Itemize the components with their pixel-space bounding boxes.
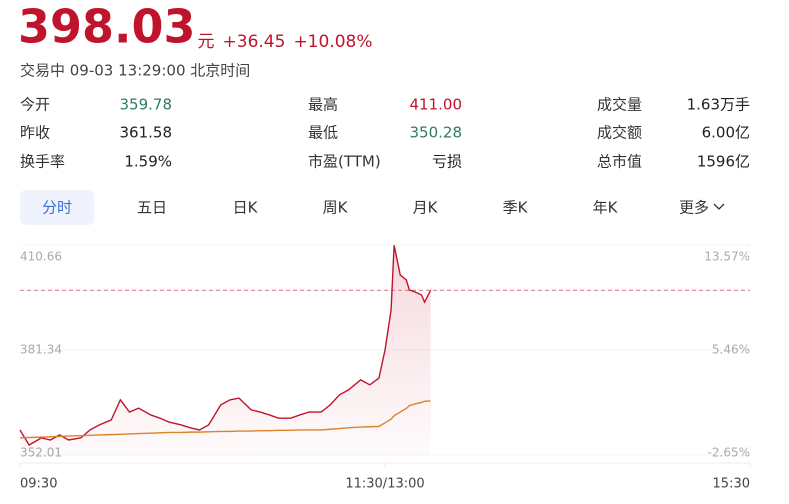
y-tick-label: 381.34: [20, 342, 62, 356]
stat-label: 换手率: [20, 153, 65, 171]
stat-value: 359.78: [120, 96, 173, 114]
stat-label: 总市值: [597, 153, 642, 171]
tab[interactable]: 季K: [503, 199, 529, 217]
stat-value: 361.58: [120, 124, 173, 142]
stat-value: 411.00: [410, 96, 463, 114]
stat-value: 1596亿: [697, 153, 750, 171]
stat-value: 6.00亿: [702, 124, 750, 142]
x-tick-label: 15:30: [713, 477, 750, 492]
tab[interactable]: 年K: [593, 199, 619, 217]
tab-selected-bg: [20, 190, 94, 225]
x-tick-label: 09:30: [20, 477, 57, 492]
stat-label: 最高: [308, 96, 338, 114]
tab[interactable]: 五日: [137, 199, 167, 217]
tab[interactable]: 月K: [413, 199, 439, 217]
stat-value: 350.28: [410, 124, 463, 142]
y2-tick-label: 5.46%: [712, 343, 750, 357]
x-tick-label: 11:30/13:00: [345, 477, 424, 492]
stat-label: 今开: [20, 96, 50, 114]
stat-value: 亏损: [432, 153, 462, 171]
price-change: +36.45: [223, 32, 286, 52]
status: 交易中 09-03 13:29:00 北京时间: [20, 62, 250, 80]
tab[interactable]: 分时: [42, 199, 72, 217]
y-tick-label: 410.66: [20, 250, 62, 264]
stat-label: 市盈(TTM): [308, 153, 381, 171]
average-line: [19, 400, 431, 439]
tab[interactable]: 日K: [233, 199, 259, 217]
y2-tick-label: -2.65%: [708, 446, 750, 460]
tab[interactable]: 周K: [323, 199, 349, 217]
price-area: [20, 245, 431, 455]
price-change-percent: +10.08%: [293, 32, 372, 52]
price: 398.03: [18, 0, 196, 54]
stat-label: 成交量: [597, 96, 642, 114]
stat-label: 成交额: [597, 124, 642, 142]
y2-tick-label: 13.57%: [704, 250, 750, 264]
stat-value: 1.63万手: [687, 96, 750, 114]
tab-chevron: [713, 203, 725, 210]
price-line: [19, 245, 432, 446]
stat-label: 昨收: [20, 124, 50, 142]
stat-label: 最低: [308, 124, 338, 142]
price-unit: 元: [198, 32, 215, 52]
stat-value: 1.59%: [124, 153, 172, 171]
tab[interactable]: 更多: [679, 199, 709, 217]
